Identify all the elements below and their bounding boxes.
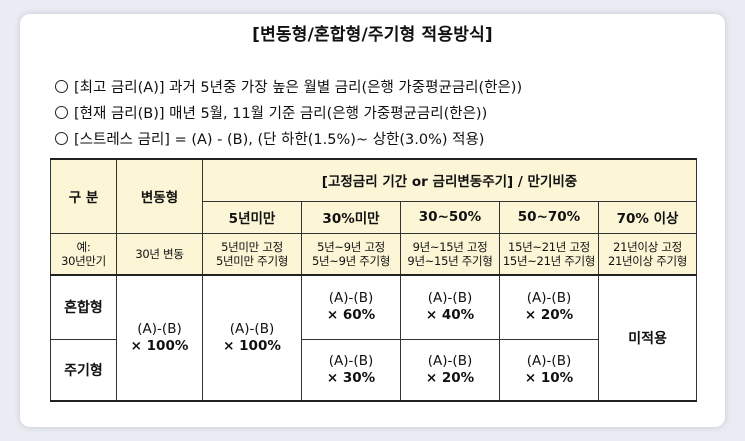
header-group: [고정금리 기간 or 금리변동주기] / 만기비중 <box>201 158 698 202</box>
row-label-periodic: 주기형 <box>50 338 117 402</box>
note-max-rate: [최고 금리(A)] 과거 5년중 가장 높은 월별 금리(은행 가중평균금리(… <box>55 75 522 101</box>
mixed-value-cell: (A)-(B) × 60% <box>301 274 401 340</box>
rate-table: 구 분 변동형 [고정금리 기간 or 금리변동주기] / 만기비중 5년미만 … <box>50 158 698 402</box>
subheader-over70: 70% 이상 <box>597 200 698 234</box>
not-applied-cell: 미적용 <box>597 274 698 402</box>
under5-value-cell: (A)-(B) × 100% <box>202 274 302 402</box>
circle-bullet-icon <box>55 106 68 119</box>
page-title: [변동형/혼합형/주기형 적용방식] <box>252 25 493 45</box>
subheader-50-70: 50~70% <box>499 200 599 234</box>
row-label-mixed: 혼합형 <box>50 274 117 340</box>
note-stress-rate: [스트레스 금리] = (A) - (B), (단 하한(1.5%)~ 상한(3… <box>55 127 522 153</box>
periodic-value-cell: (A)-(B) × 30% <box>301 338 401 402</box>
example-cell: 21년이상 고정 21년이상 주기형 <box>597 232 698 276</box>
example-cell: 5년미만 고정 5년미만 주기형 <box>202 232 302 276</box>
example-cell: 15년~21년 고정 15년~21년 주기형 <box>499 232 599 276</box>
variable-value-cell: (A)-(B) × 100% <box>116 274 203 402</box>
note-current-rate: [현재 금리(B)] 매년 5월, 11월 기준 금리(은행 가중평균금리(한은… <box>55 101 522 127</box>
header-gubun: 구 분 <box>50 158 117 234</box>
example-variable: 30년 변동 <box>116 232 203 276</box>
header-variable: 변동형 <box>116 158 203 234</box>
subheader-under30: 30%미만 <box>301 200 401 234</box>
circle-bullet-icon <box>55 80 68 93</box>
mixed-value-cell: (A)-(B) × 40% <box>400 274 500 340</box>
notes-list: [최고 금리(A)] 과거 5년중 가장 높은 월별 금리(은행 가중평균금리(… <box>55 75 522 153</box>
example-cell: 9년~15년 고정 9년~15년 주기형 <box>400 232 500 276</box>
example-cell: 5년~9년 고정 5년~9년 주기형 <box>301 232 401 276</box>
mixed-value-cell: (A)-(B) × 20% <box>499 274 599 340</box>
circle-bullet-icon <box>55 132 68 145</box>
periodic-value-cell: (A)-(B) × 20% <box>400 338 500 402</box>
example-label: 예: 30년만기 <box>50 232 117 276</box>
subheader-under5: 5년미만 <box>202 200 302 234</box>
subheader-30-50: 30~50% <box>400 200 500 234</box>
periodic-value-cell: (A)-(B) × 10% <box>499 338 599 402</box>
